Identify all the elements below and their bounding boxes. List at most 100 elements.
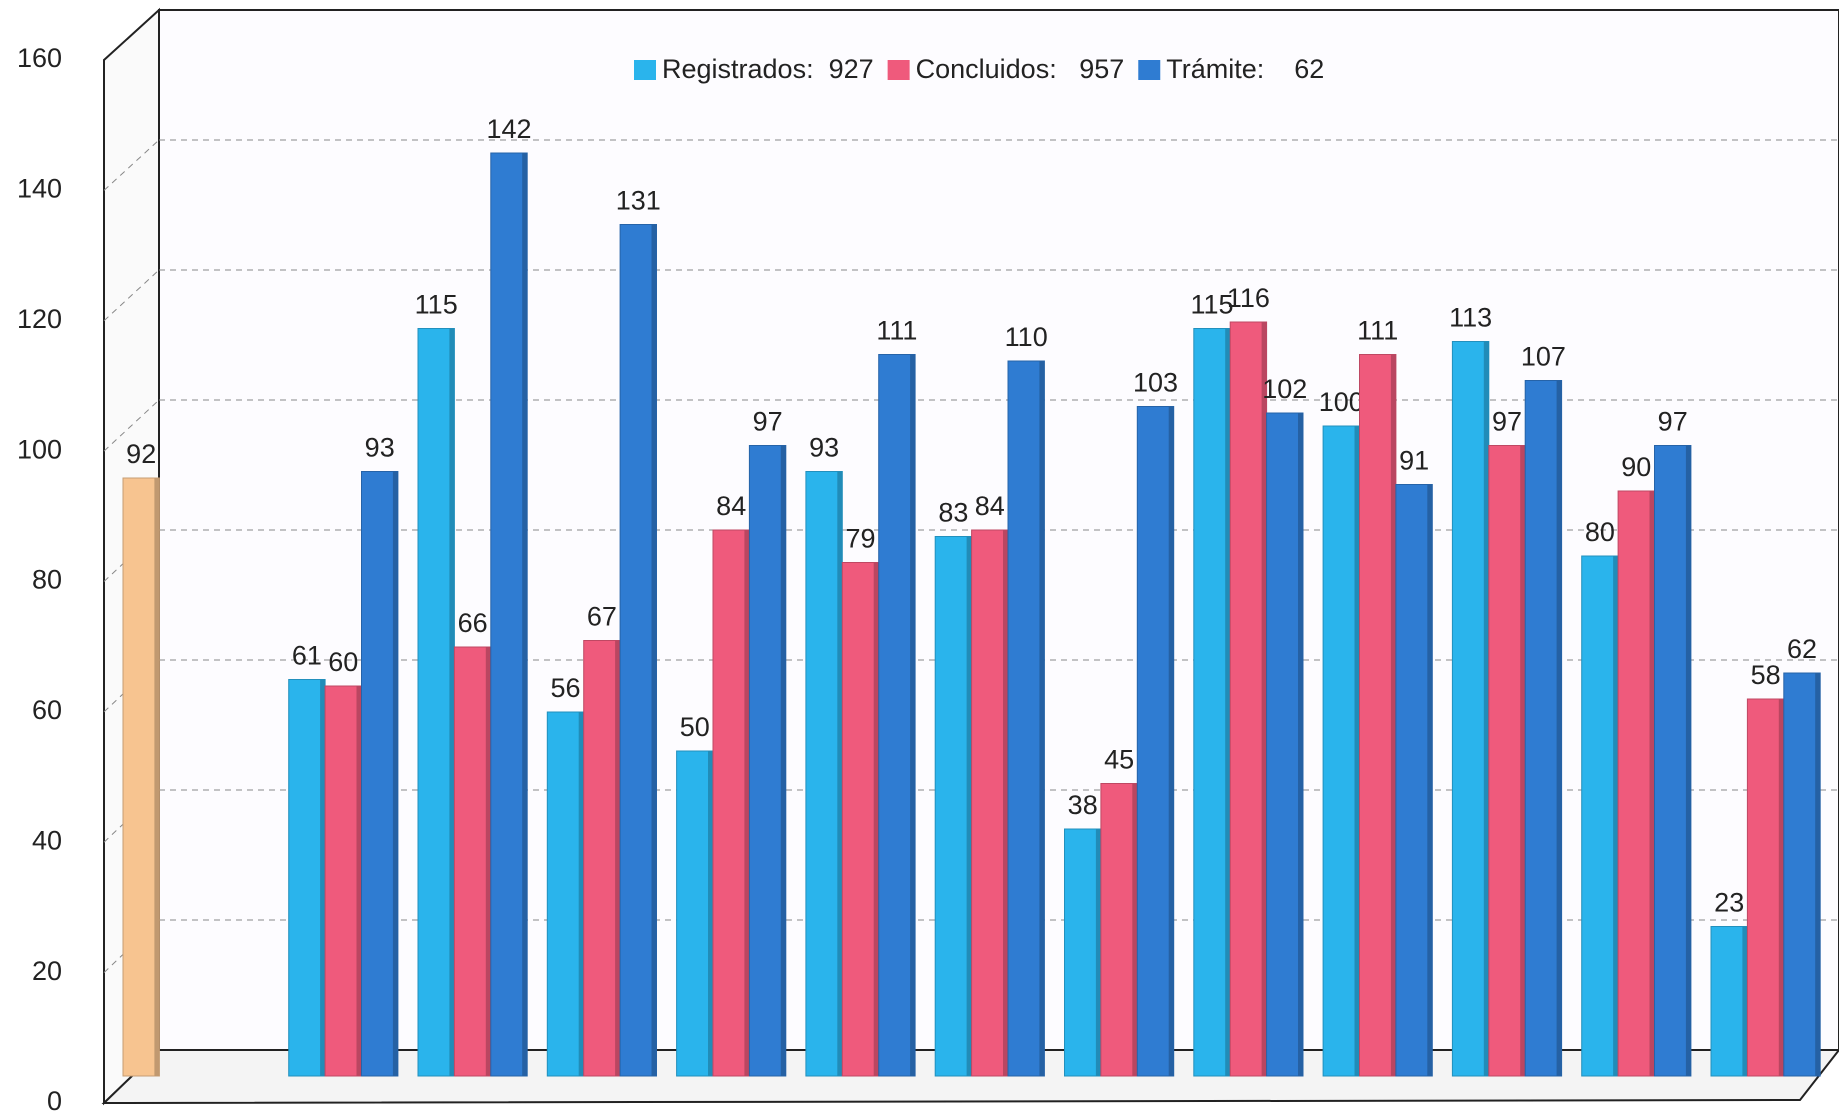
bar-shade <box>1613 556 1619 1076</box>
bar <box>805 471 843 1077</box>
value-label: 83 <box>938 498 968 528</box>
bar <box>1451 341 1490 1077</box>
value-label: 100 <box>1319 387 1364 417</box>
value-label: 79 <box>845 524 875 554</box>
y-tick-label: 100 <box>17 434 62 464</box>
value-label: 142 <box>486 114 531 144</box>
bar-shade <box>1225 328 1231 1076</box>
bar-shade <box>910 354 916 1076</box>
bar <box>1654 445 1692 1077</box>
bar-shade <box>449 328 455 1076</box>
value-label: 93 <box>809 433 839 463</box>
bar-shade <box>1427 484 1433 1076</box>
bar <box>1007 360 1045 1077</box>
bar <box>1488 445 1526 1077</box>
value-label: 107 <box>1521 342 1566 372</box>
bar <box>1359 354 1397 1077</box>
bar-shade <box>1168 406 1174 1076</box>
bar <box>1193 328 1231 1077</box>
bar <box>361 471 399 1077</box>
bar-shade <box>522 153 528 1076</box>
bar <box>1229 321 1268 1077</box>
bar-shade <box>1778 699 1784 1076</box>
bar-shade <box>1298 413 1303 1076</box>
bar <box>324 685 363 1077</box>
value-label: 92 <box>126 439 156 469</box>
bar <box>1136 406 1175 1077</box>
value-label: 38 <box>1068 790 1098 820</box>
bar-shade <box>966 536 972 1076</box>
y-tick-label: 80 <box>32 565 62 595</box>
legend-swatch <box>887 60 910 80</box>
value-label: 102 <box>1262 374 1307 404</box>
legend-label: Trámite: 62 <box>1166 54 1324 84</box>
bar-shade <box>1003 530 1008 1076</box>
y-tick-label: 160 <box>17 43 62 73</box>
bar-shade <box>356 686 362 1076</box>
value-label: 80 <box>1585 517 1615 547</box>
bar <box>546 711 585 1077</box>
value-label: 115 <box>1190 290 1233 320</box>
bar <box>1746 698 1785 1077</box>
bar <box>490 152 528 1077</box>
bar <box>288 679 326 1077</box>
value-label: 97 <box>1492 407 1522 437</box>
bar <box>971 529 1009 1077</box>
bar-shade <box>780 445 786 1076</box>
value-label: 84 <box>716 491 746 521</box>
legend-label: Concluidos: 957 <box>916 54 1125 84</box>
bar-shade <box>1095 829 1101 1076</box>
bar-shade <box>1556 380 1562 1076</box>
bar <box>417 328 455 1077</box>
value-label: 111 <box>1357 316 1398 346</box>
bar-shade <box>873 562 879 1076</box>
value-label: 45 <box>1104 745 1134 775</box>
grid-line <box>103 269 160 322</box>
y-tick-label: 120 <box>17 304 62 334</box>
y-tick-label: 140 <box>17 174 62 204</box>
bar-shade <box>615 640 621 1076</box>
bar-shade <box>1685 445 1691 1076</box>
value-label: 97 <box>753 407 783 437</box>
bar <box>878 354 916 1077</box>
value-label: 97 <box>1658 407 1688 437</box>
bar-shade <box>1039 361 1045 1076</box>
bar <box>1266 412 1304 1077</box>
bar <box>1100 783 1138 1077</box>
bar <box>619 224 657 1077</box>
bar <box>841 562 880 1077</box>
bar <box>1617 490 1655 1077</box>
value-label: 60 <box>328 647 358 677</box>
bar <box>453 646 492 1077</box>
bar-shade <box>154 478 160 1076</box>
grid-line <box>103 399 160 452</box>
value-label: 131 <box>616 186 661 216</box>
bar-shade <box>1649 491 1655 1076</box>
value-label: 58 <box>1751 660 1781 690</box>
bar-shade <box>744 530 750 1076</box>
value-label: 103 <box>1133 368 1178 398</box>
value-label: 50 <box>680 712 710 742</box>
bar-shade <box>1483 341 1489 1076</box>
value-label: 23 <box>1714 888 1744 918</box>
y-tick-label: 40 <box>32 825 62 855</box>
value-label: 110 <box>1005 322 1048 352</box>
value-label: 67 <box>587 602 617 632</box>
grid-line <box>103 139 160 191</box>
y-tick-label: 20 <box>32 956 62 986</box>
bar <box>583 640 621 1077</box>
bar <box>676 750 714 1077</box>
bar <box>712 529 750 1077</box>
bar-shade <box>392 471 398 1076</box>
value-label: 90 <box>1621 452 1651 482</box>
bar <box>1064 828 1102 1077</box>
y-tick-label: 60 <box>32 695 62 725</box>
value-label: 56 <box>550 673 580 703</box>
bar <box>122 477 160 1077</box>
value-label: 116 <box>1227 283 1270 313</box>
value-label: 91 <box>1399 446 1429 476</box>
value-label: 115 <box>415 290 458 320</box>
bar-shade <box>1261 322 1267 1076</box>
bar <box>1524 380 1563 1077</box>
